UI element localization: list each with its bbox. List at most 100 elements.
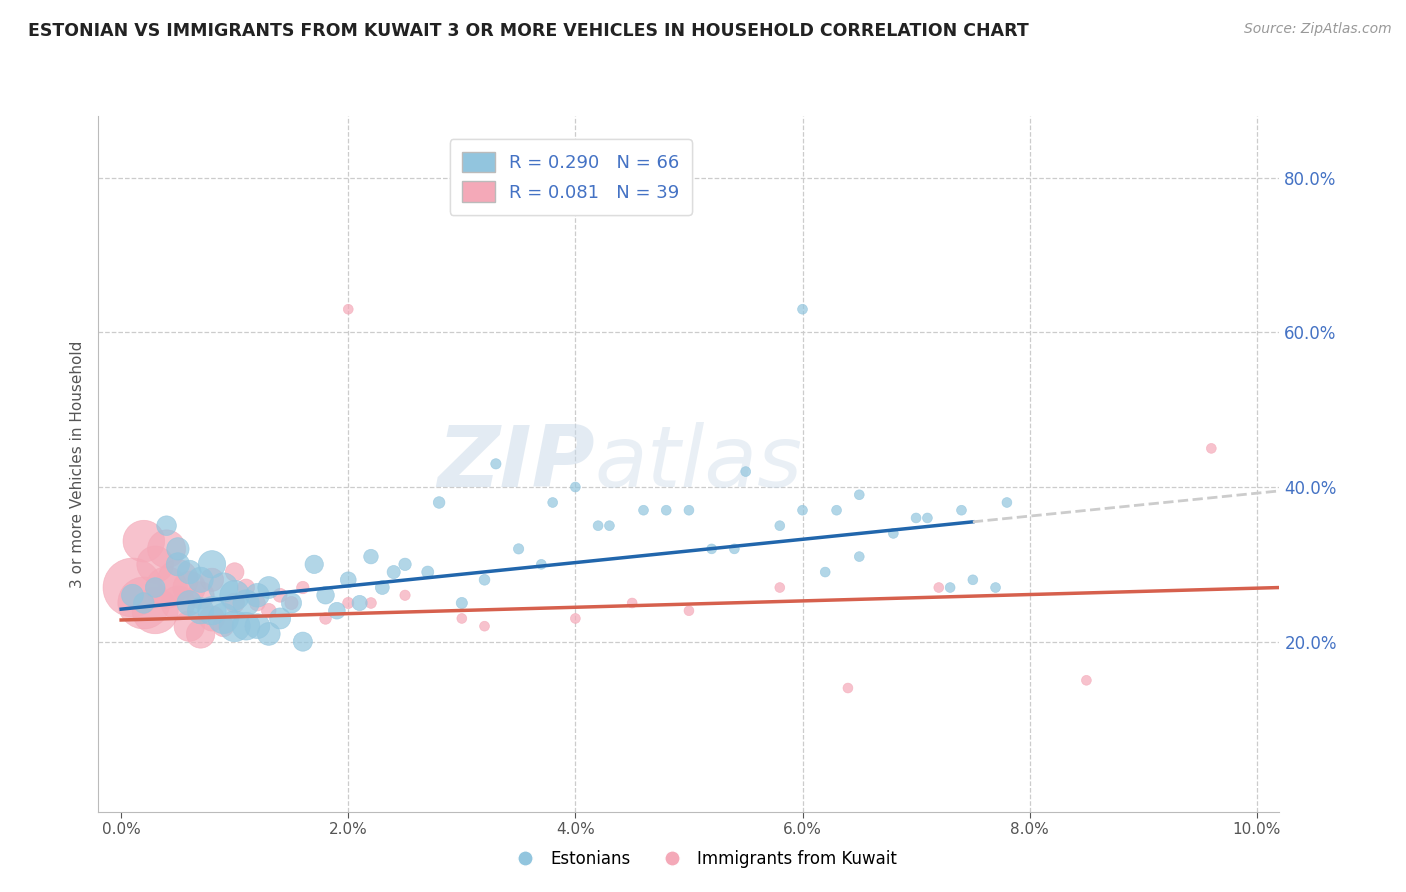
Point [474,573,496,587]
Point [326,604,349,618]
Point [167,541,190,556]
Point [474,619,496,633]
Point [190,627,212,641]
Point [962,573,984,587]
Point [349,596,371,610]
Point [167,596,190,610]
Point [179,565,201,579]
Point [416,565,439,579]
Point [995,495,1018,509]
Point [837,681,859,695]
Point [928,581,950,595]
Point [337,302,360,317]
Legend: R = 0.290   N = 66, R = 0.081   N = 39: R = 0.290 N = 66, R = 0.081 N = 39 [450,139,692,215]
Point [315,611,337,625]
Point [212,581,235,595]
Point [179,581,201,595]
Point [224,596,246,610]
Point [394,588,416,602]
Point [450,596,472,610]
Point [700,541,723,556]
Point [394,558,416,572]
Point [678,503,700,517]
Point [882,526,904,541]
Legend: Estonians, Immigrants from Kuwait: Estonians, Immigrants from Kuwait [502,844,904,875]
Point [371,581,394,595]
Point [167,558,190,572]
Point [235,581,257,595]
Point [143,558,166,572]
Point [825,503,848,517]
Point [257,581,280,595]
Point [143,581,166,595]
Point [1076,673,1098,688]
Point [769,518,792,533]
Point [360,596,382,610]
Point [1201,442,1223,456]
Point [678,604,700,618]
Point [155,518,177,533]
Point [155,581,177,595]
Point [848,488,870,502]
Text: ZIP: ZIP [437,422,595,506]
Point [121,581,143,595]
Point [792,503,814,517]
Point [723,541,745,556]
Point [235,619,257,633]
Point [360,549,382,564]
Point [769,581,792,595]
Text: Source: ZipAtlas.com: Source: ZipAtlas.com [1244,22,1392,37]
Point [257,627,280,641]
Point [269,588,291,602]
Point [212,619,235,633]
Point [984,581,1007,595]
Point [734,465,756,479]
Point [235,596,257,610]
Point [201,604,224,618]
Point [167,573,190,587]
Point [337,596,360,610]
Point [190,588,212,602]
Point [633,503,655,517]
Point [291,581,314,595]
Point [155,541,177,556]
Point [950,503,973,517]
Point [190,573,212,587]
Point [302,558,325,572]
Text: ESTONIAN VS IMMIGRANTS FROM KUWAIT 3 OR MORE VEHICLES IN HOUSEHOLD CORRELATION C: ESTONIAN VS IMMIGRANTS FROM KUWAIT 3 OR … [28,22,1029,40]
Point [132,596,155,610]
Point [190,604,212,618]
Point [939,581,962,595]
Point [427,495,450,509]
Point [132,596,155,610]
Point [121,588,143,602]
Point [132,534,155,549]
Y-axis label: 3 or more Vehicles in Household: 3 or more Vehicles in Household [69,340,84,588]
Text: atlas: atlas [595,422,803,506]
Point [280,596,302,610]
Point [541,495,564,509]
Point [905,511,928,525]
Point [564,611,586,625]
Point [201,573,224,587]
Point [917,511,939,525]
Point [598,518,620,533]
Point [269,611,291,625]
Point [792,302,814,317]
Point [143,604,166,618]
Point [179,619,201,633]
Point [485,457,508,471]
Point [382,565,405,579]
Point [212,611,235,625]
Point [814,565,837,579]
Point [246,619,269,633]
Point [508,541,530,556]
Point [530,558,553,572]
Point [179,596,201,610]
Point [450,611,472,625]
Point [564,480,586,494]
Point [257,604,280,618]
Point [621,596,644,610]
Point [655,503,678,517]
Point [224,565,246,579]
